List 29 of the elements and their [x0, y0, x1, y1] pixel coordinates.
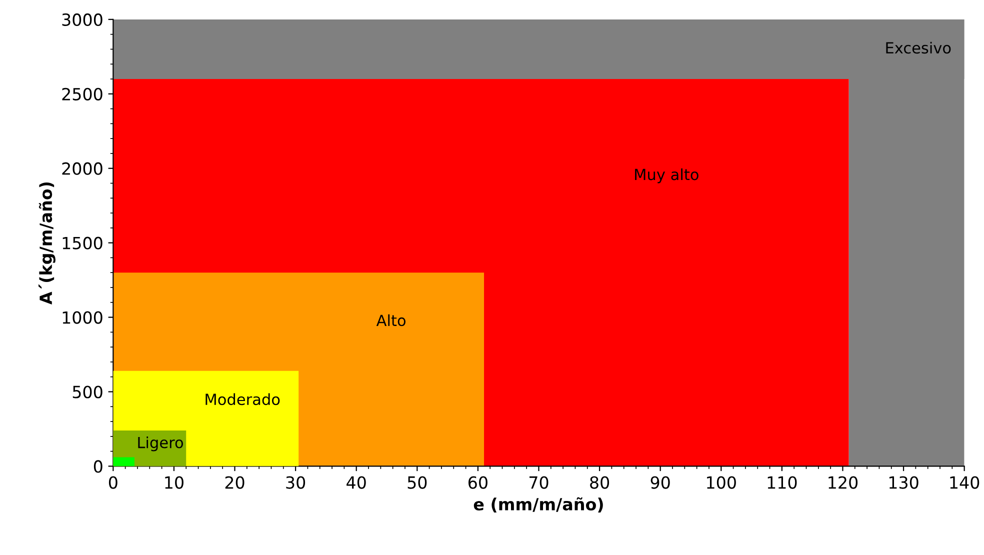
- series-label: Moderado: [206, 393, 280, 406]
- y-tick-label: 0: [94, 460, 102, 473]
- x-tick-label: 120: [828, 476, 858, 489]
- y-tick-label: 1500: [62, 236, 102, 250]
- x-tick-label: 10: [165, 476, 184, 489]
- band-label: Excesivo: [886, 42, 951, 54]
- x-tick-label: 30: [286, 476, 306, 489]
- y-tick-label: 500: [72, 386, 102, 398]
- series-label: Ligero: [138, 436, 184, 452]
- y-tick-label: 1000: [62, 311, 102, 324]
- x-tick-label: 90: [650, 476, 670, 489]
- x-tick-label: 100: [707, 476, 736, 489]
- x-tick-label: 0: [108, 476, 118, 489]
- y-axis-title: A´(kg/m/año): [38, 182, 56, 305]
- x-tick-label: 140: [950, 476, 980, 489]
- y-tick-label: 3000: [62, 13, 102, 26]
- x-tick-label: 60: [468, 476, 488, 489]
- x-tick-label: 110: [768, 476, 797, 489]
- series-label: Alto: [376, 314, 406, 326]
- x-tick-label: 70: [530, 476, 548, 489]
- x-tick-label: 130: [889, 476, 918, 489]
- y-tick-label: 2500: [62, 88, 102, 100]
- x-tick-label: 50: [408, 476, 427, 489]
- y-tick-label: 2000: [62, 162, 102, 175]
- x-tick-label: 40: [346, 476, 366, 489]
- x-tick-label: 80: [590, 476, 610, 489]
- series-label: Muy alto: [635, 168, 698, 184]
- x-axis-title: e (mm/m/año): [474, 497, 603, 512]
- x-tick-label: 20: [225, 476, 244, 489]
